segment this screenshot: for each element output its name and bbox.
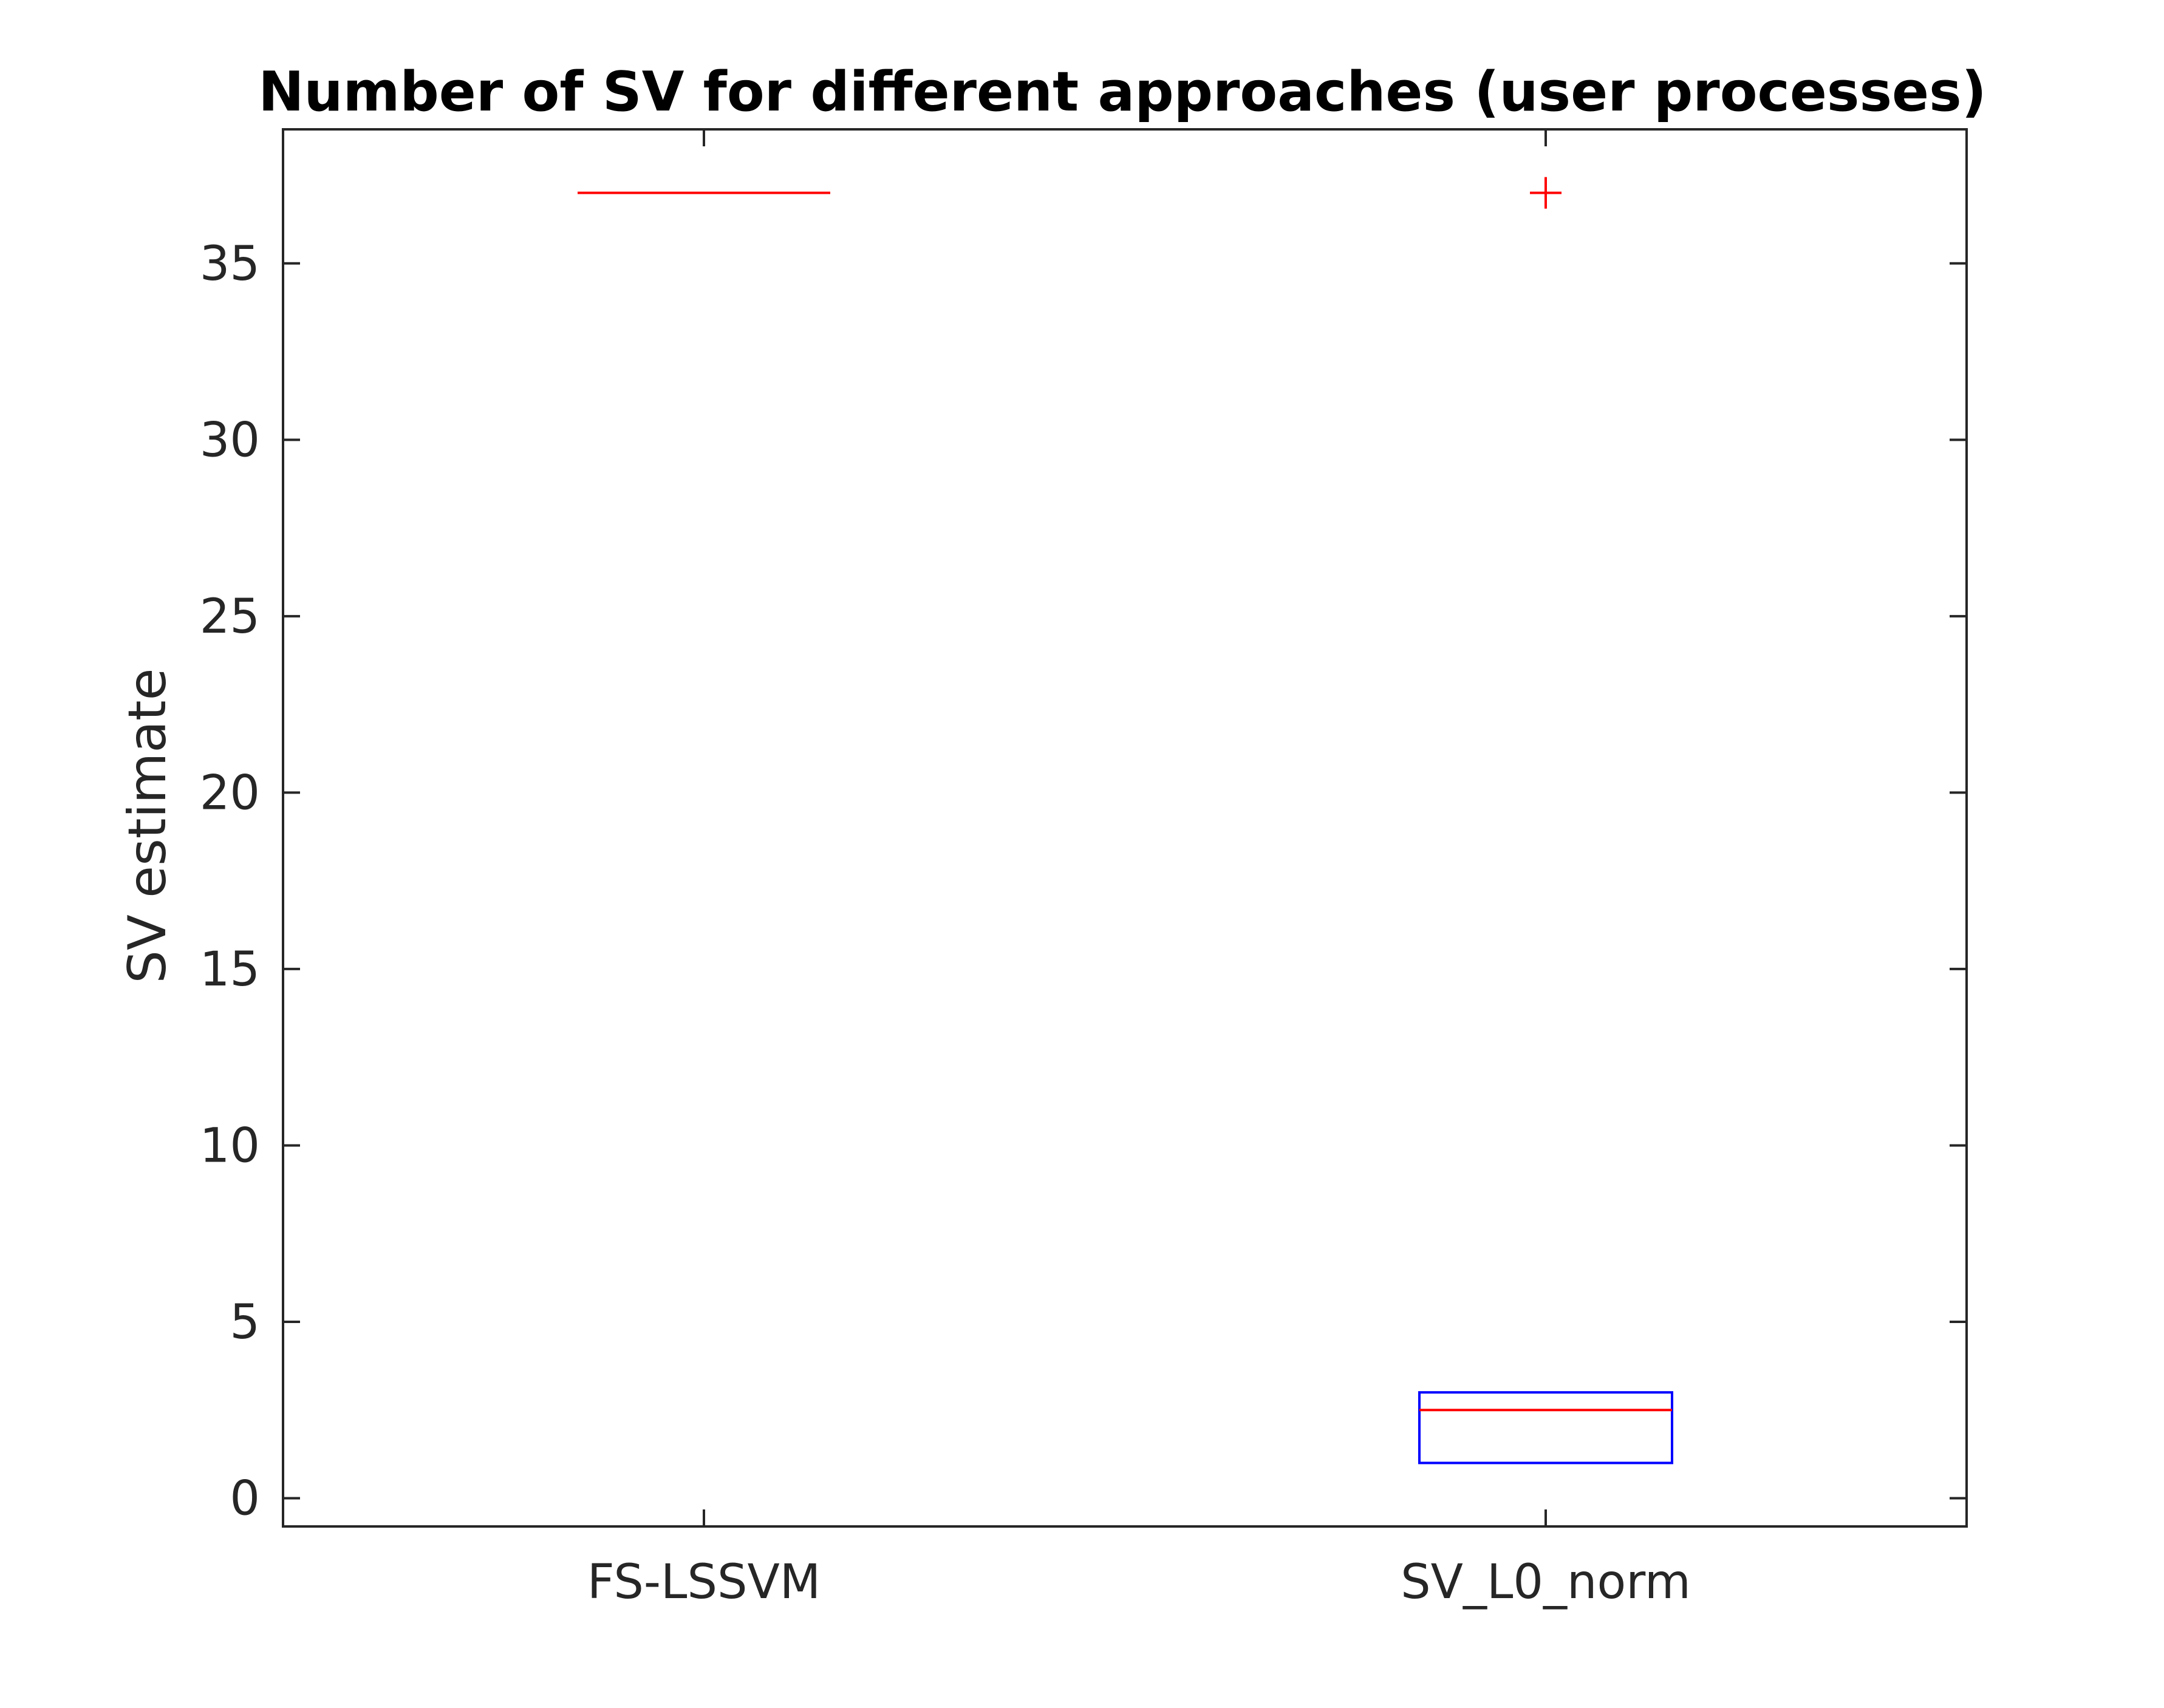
chart-title: Number of SV for different approaches (u…	[258, 60, 1987, 124]
x-tick-label: FS-LSSVM	[587, 1555, 821, 1610]
y-tick-label: 30	[200, 413, 260, 468]
plot-area-frame	[282, 128, 1968, 1528]
y-tick-label: 25	[200, 590, 260, 644]
y-tick-label: 10	[200, 1118, 260, 1173]
y-tick-label: 5	[230, 1295, 260, 1350]
y-tick-label: 20	[200, 766, 260, 820]
y-tick-label: 0	[230, 1472, 260, 1526]
x-tick-label: SV_L0_norm	[1401, 1555, 1691, 1610]
axis-ticks: 0 5 10 15 20 25 30 35 FS-LSSVM SV_L0_norm	[200, 129, 1967, 1610]
box	[1418, 1391, 1673, 1465]
y-axis-label: SV estimate	[117, 668, 178, 983]
y-tick-label: 35	[200, 237, 260, 291]
boxes	[578, 177, 1673, 1465]
y-tick-label: 15	[200, 942, 260, 997]
outlier-marker	[1530, 177, 1562, 209]
